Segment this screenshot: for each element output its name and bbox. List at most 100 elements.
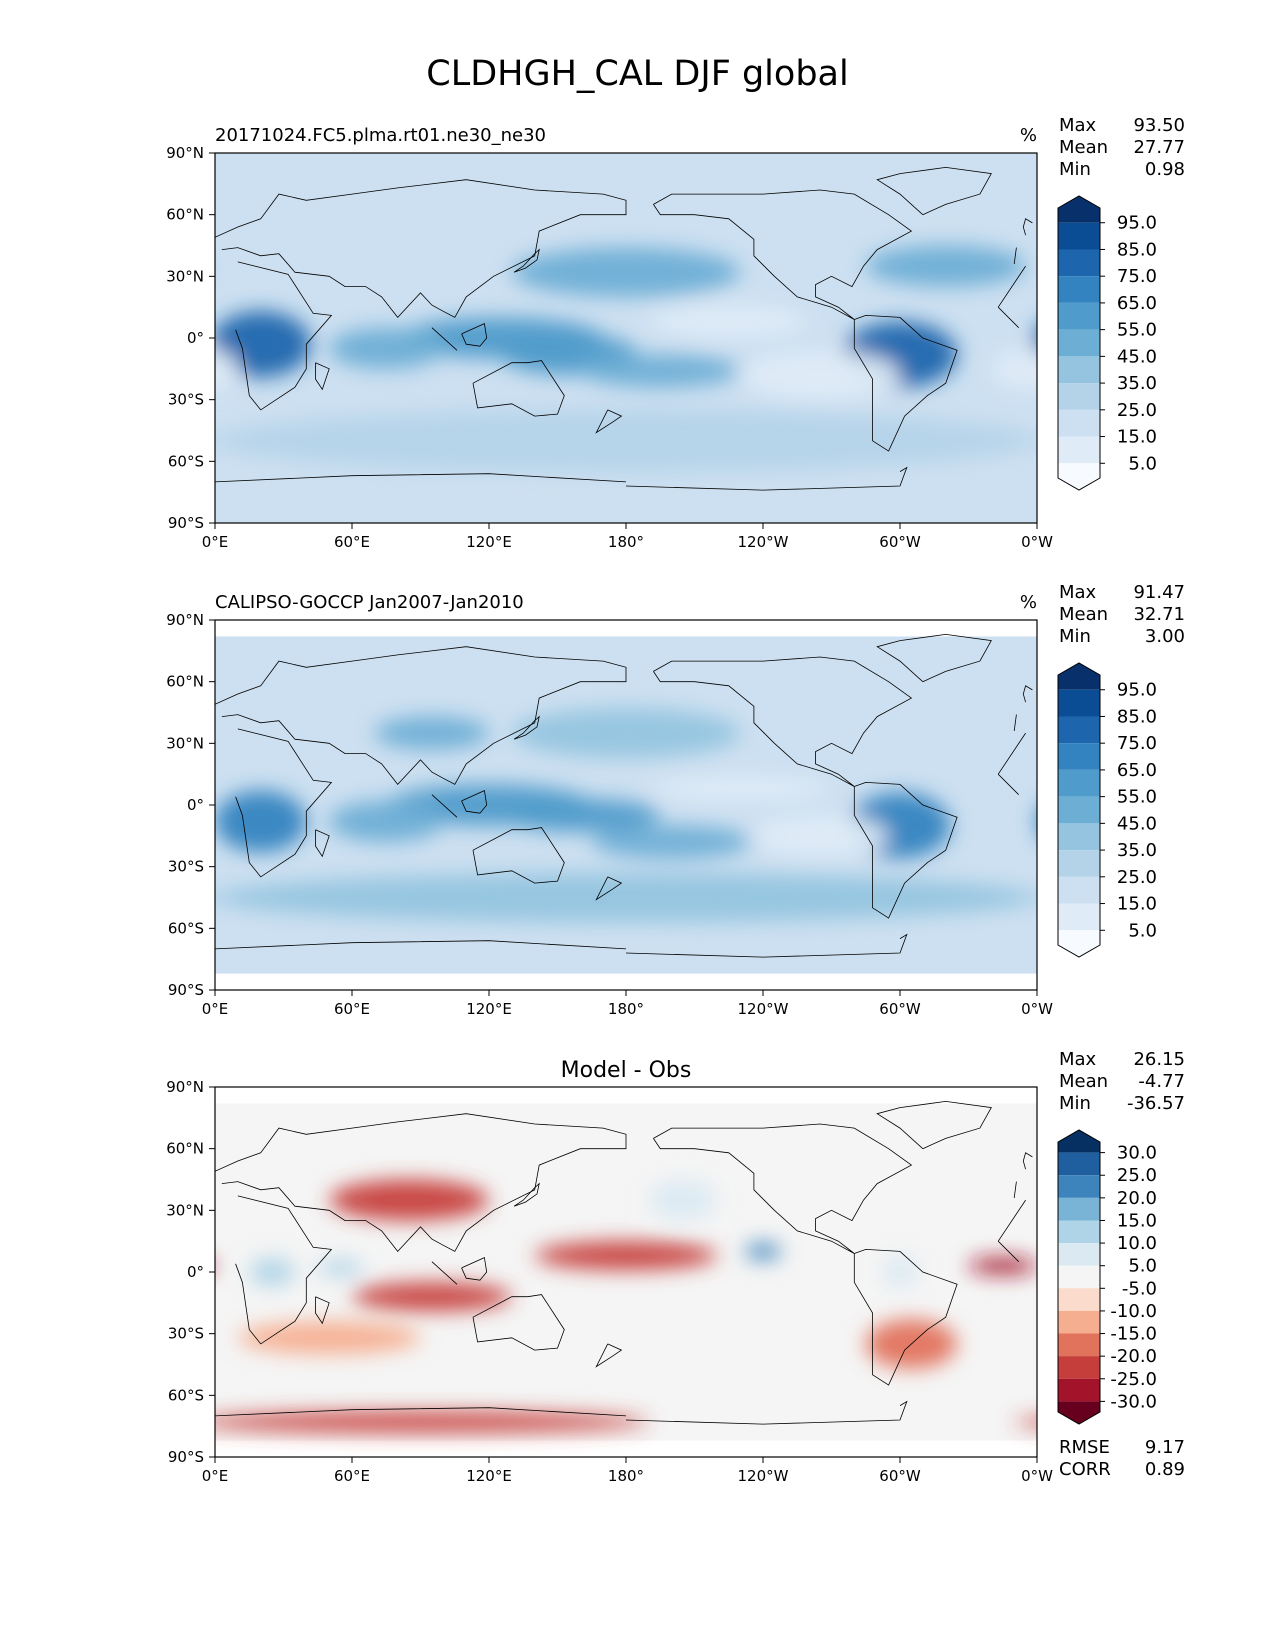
coastline	[853, 781, 958, 919]
x-tick-label: 0°E	[202, 533, 229, 551]
colorbar-tick-label: -30.0	[1110, 1391, 1157, 1412]
figure-title: CLDHGH_CAL DJF global	[426, 54, 849, 94]
coastline	[1022, 1152, 1033, 1170]
colorbar-tick-label: 35.0	[1117, 373, 1157, 394]
colorbar-tick-label: 65.0	[1117, 293, 1157, 314]
colorbar-tick-label: 75.0	[1117, 266, 1157, 287]
x-tick-label: 60°W	[879, 1467, 921, 1485]
feature-africa	[215, 790, 307, 853]
y-tick-label: 30°S	[168, 391, 204, 409]
x-tick-label: 180°	[608, 1467, 644, 1485]
coastline	[876, 166, 992, 216]
feature-southern-ocean	[0, 873, 215, 922]
colorbar-segment	[1058, 1378, 1100, 1402]
coastline	[215, 1407, 627, 1417]
coastline	[513, 715, 540, 740]
y-tick-label: 90°N	[166, 611, 204, 629]
coastline	[513, 248, 540, 273]
x-tick-label: 0°W	[1021, 1467, 1053, 1485]
x-tick-label: 0°W	[1021, 1000, 1053, 1018]
coastline	[472, 1294, 565, 1351]
coastline	[595, 409, 623, 434]
colorbar-segment	[1058, 1401, 1100, 1424]
coastline	[315, 362, 330, 391]
feature-n-pacific-wet	[648, 1179, 718, 1221]
feature-se-pacific-clear	[0, 350, 78, 399]
feature-west-pacific	[500, 798, 661, 832]
feature-central-pacific-dry	[534, 1241, 718, 1270]
colorbar-segment	[1058, 930, 1100, 957]
coastline	[235, 261, 333, 411]
feature-amazon-wet	[60, 1256, 97, 1289]
coastline	[653, 1123, 913, 1254]
feature-maritime-continent	[1208, 784, 1275, 825]
feature-north-pacific-storm	[511, 247, 741, 297]
y-tick-label: 60°N	[166, 206, 204, 224]
coastline	[625, 1400, 908, 1425]
colorbar-outline	[1057, 195, 1101, 491]
colorbar-tick-label: -20.0	[1110, 1346, 1157, 1367]
colorbar-segment	[1058, 383, 1100, 410]
colorbar-tick-label: 25.0	[1117, 867, 1157, 888]
coastline	[1022, 685, 1033, 703]
colorbar-tick-label: 25.0	[1117, 400, 1157, 421]
stat-value: 3.00	[1145, 626, 1185, 647]
panel-difference: 0°E 60°E 120°E 180° 120°W 60°W 0°W 90°N 60°N 30°N…	[60, 1049, 1275, 1485]
coastline	[431, 794, 458, 818]
colorbar-tick-label: 55.0	[1117, 320, 1157, 341]
x-tick-label: 180°	[608, 533, 644, 551]
stat-value: -4.77	[1138, 1071, 1185, 1092]
metric-value: 0.89	[1145, 1459, 1185, 1480]
feature-southern-ocean	[215, 872, 1037, 923]
colorbar-segment	[1058, 1130, 1100, 1153]
colorbar-tick-label: 45.0	[1117, 346, 1157, 367]
feature-spcz	[580, 354, 741, 388]
colorbar-segment	[1058, 743, 1100, 770]
x-tick-label: 60°E	[334, 533, 370, 551]
stat-label: Max	[1059, 582, 1097, 603]
feature-indian-ocean-dry	[1174, 1282, 1275, 1311]
coastline	[625, 466, 908, 491]
y-tick-label: 0°	[187, 1263, 204, 1281]
y-tick-label: 30°N	[166, 1201, 204, 1219]
coastline	[472, 360, 565, 417]
units-label: %	[1020, 592, 1037, 613]
colorbar-segment	[1058, 436, 1100, 464]
colorbar-segment	[1058, 1288, 1100, 1311]
colorbar-segment	[1058, 1333, 1100, 1357]
feature-north-atlantic-storm	[865, 245, 1026, 287]
stat-value: 32.71	[1133, 604, 1185, 625]
feature-indian-ocean-dry	[352, 1282, 512, 1312]
coastline	[997, 306, 1019, 328]
x-tick-label: 0°E	[202, 1000, 229, 1018]
feature-indian-ocean	[329, 327, 444, 369]
coastline	[595, 1343, 623, 1368]
colorbar-tick-label: 55.0	[1117, 787, 1157, 808]
feature-e-pacific-clear	[0, 776, 10, 801]
feature-se-pacific-clear	[0, 815, 67, 856]
stat-value: -36.57	[1127, 1093, 1185, 1114]
feature-asia-dry-band	[329, 1179, 489, 1221]
coastline	[653, 189, 913, 320]
colorbar-segment	[1058, 1197, 1100, 1221]
colorbar-segment	[1058, 663, 1100, 690]
colorbar-tick-label: 35.0	[1117, 840, 1157, 861]
y-tick-label: 90°S	[168, 514, 204, 532]
y-tick-label: 60°S	[168, 1386, 204, 1404]
colorbar-tick-label: 10.0	[1117, 1233, 1157, 1254]
coastline	[1013, 714, 1017, 732]
stat-label: Min	[1059, 1093, 1091, 1114]
coastline	[461, 790, 488, 814]
x-tick-label: 120°W	[738, 1000, 789, 1018]
x-tick-label: 120°W	[738, 533, 789, 551]
colorbar-tick-label: 75.0	[1117, 733, 1157, 754]
panel-title: Model - Obs	[561, 1058, 692, 1083]
coastline	[1022, 218, 1033, 236]
coastlines	[215, 166, 1033, 491]
y-tick-label: 30°S	[168, 858, 204, 876]
colorbar-segment	[1058, 276, 1100, 303]
colorbar-segment	[1058, 463, 1100, 490]
colorbar-tick-label: 45.0	[1117, 813, 1157, 834]
coastline	[1013, 1181, 1017, 1199]
feature-africa-wet	[249, 1257, 295, 1287]
